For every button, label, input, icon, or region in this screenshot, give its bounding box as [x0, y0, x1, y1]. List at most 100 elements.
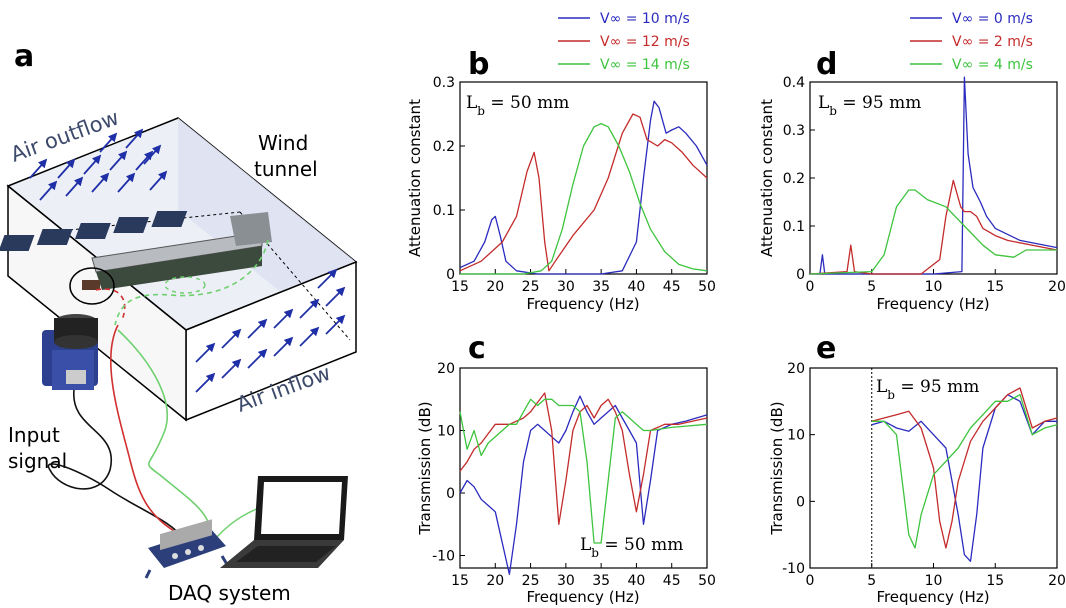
series-line-d-3 — [809, 189, 1057, 275]
panel-label-d: d — [816, 47, 837, 82]
series-line-b-2 — [459, 113, 708, 272]
lines-e — [871, 387, 1058, 562]
y-axis-title-b: Attenuation constant — [406, 99, 424, 257]
lb-annotation-e: Lb = 95 mm — [876, 377, 979, 402]
speaker-highlight — [69, 267, 115, 305]
ticks-d: 0 5 10 15 20 0 0.1 0.2 0.3 0.4 — [783, 75, 1066, 295]
panel-label-e: e — [816, 331, 836, 366]
y-axis-title-c: Transmission (dB) — [416, 401, 434, 535]
x-tick-label: 20 — [1048, 279, 1066, 295]
metamaterial-sample — [0, 211, 272, 290]
microphone-loop — [164, 276, 206, 294]
y-tick-label: 0.1 — [783, 219, 805, 235]
y-tick-label: 0.3 — [783, 123, 805, 139]
x-tick-label: 15 — [986, 573, 1004, 589]
outflow-arrows — [29, 128, 168, 201]
red-dashed-cable — [95, 288, 126, 321]
signal-label: signal — [8, 449, 67, 473]
input-label: Input — [8, 423, 60, 447]
x-tick-label: 50 — [698, 573, 716, 589]
lb-annotation-b: Lb = 50 mm — [466, 93, 569, 118]
series-line-c-2 — [459, 392, 708, 525]
y-tick-label: -10 — [432, 549, 455, 565]
series-line-c-3 — [459, 398, 708, 544]
x-tick-label: 35 — [592, 573, 610, 589]
speaker-port — [82, 280, 100, 290]
series-line-d-1 — [810, 76, 1058, 275]
x-tick-label: 45 — [663, 279, 681, 295]
x-tick-label: 25 — [522, 279, 540, 295]
x-tick-label: 5 — [867, 279, 876, 295]
x-tick-label: 0 — [806, 279, 815, 295]
x-axis-title-b: Frequency (Hz) — [526, 295, 639, 313]
lb-annotation-c: Lb = 50 mm — [580, 535, 683, 560]
y-tick-label: 0.1 — [433, 203, 455, 219]
red-cable — [110, 324, 191, 541]
x-tick-label: 0 — [806, 573, 815, 589]
legend-entry-d-1: V∞ = 0 m/s — [952, 11, 1033, 27]
schematic-panel: a — [0, 39, 358, 605]
y-tick-label: 0.2 — [783, 171, 805, 187]
y-tick-label: 10 — [437, 424, 455, 440]
x-tick-label: 35 — [592, 279, 610, 295]
x-tick-label: 25 — [522, 573, 540, 589]
x-axis-title-d: Frequency (Hz) — [876, 295, 989, 313]
chart-d: d 0 5 10 15 20 0 0.1 0.2 0.3 0.4 Lb = 95 mm Frequ… — [758, 11, 1066, 313]
y-axis-title-d: Attenuation constant — [758, 99, 776, 257]
x-axis-title-e: Frequency (Hz) — [876, 588, 989, 606]
y-tick-label: 0 — [446, 267, 455, 283]
series-line-e-3 — [871, 394, 1058, 549]
lines-c — [459, 392, 708, 575]
lb-annotation-d: Lb = 95 mm — [818, 93, 921, 118]
y-tick-label: 10 — [787, 428, 805, 444]
x-tick-label: 10 — [925, 279, 943, 295]
chart-c: c 15 20 25 30 35 40 45 50 -10 0 10 20 Lb = 50 mm Fr… — [416, 331, 716, 606]
daq-system-label: DAQ system — [168, 581, 291, 605]
y-tick-label: 20 — [787, 361, 805, 377]
x-tick-label: 15 — [451, 279, 469, 295]
legend-entry-b-3: V∞ = 14 m/s — [600, 57, 690, 73]
legend-entry-d-2: V∞ = 2 m/s — [952, 34, 1033, 50]
x-tick-label: 40 — [628, 279, 646, 295]
series-line-b-3 — [460, 122, 708, 275]
y-tick-label: 20 — [437, 361, 455, 377]
x-tick-label: 15 — [451, 573, 469, 589]
x-tick-label: 5 — [867, 573, 876, 589]
x-tick-label: 15 — [986, 279, 1004, 295]
ticks-b: 15 20 25 30 35 40 45 50 0 0.1 0.2 0.3 — [433, 75, 716, 295]
green-dashed-cable — [114, 239, 269, 326]
panel-label-b: b — [468, 47, 489, 82]
y-axis-title-e: Transmission (dB) — [768, 401, 786, 535]
daq-device — [144, 519, 230, 579]
x-tick-label: 40 — [628, 573, 646, 589]
lines-b — [459, 100, 708, 275]
x-tick-label: 50 — [698, 279, 716, 295]
y-tick-label: -10 — [782, 561, 805, 577]
series-line-e-1 — [871, 394, 1057, 562]
series-line-c-1 — [459, 395, 708, 575]
legend-entry-b-1: V∞ = 10 m/s — [600, 11, 690, 27]
x-tick-label: 30 — [557, 573, 575, 589]
x-tick-label: 20 — [1048, 573, 1066, 589]
series-line-e-2 — [871, 387, 1058, 549]
series-line-b-1 — [459, 100, 708, 275]
y-tick-label: 0.3 — [433, 75, 455, 91]
y-tick-label: 0.2 — [433, 139, 455, 155]
legend-entry-b-2: V∞ = 12 m/s — [600, 34, 690, 50]
plot-area-c — [459, 367, 708, 569]
y-tick-label: 0.4 — [783, 75, 805, 91]
legend-b: V∞ = 10 m/s V∞ = 12 m/s V∞ = 14 m/s — [558, 11, 690, 73]
tunnel-hidden-edge-2 — [239, 211, 351, 341]
speaker-device — [42, 314, 98, 390]
tunnel-label: tunnel — [254, 157, 318, 181]
input-signal-cable — [47, 389, 186, 541]
x-tick-label: 20 — [486, 279, 504, 295]
x-axis-title-c: Frequency (Hz) — [526, 588, 639, 606]
green-cable — [117, 329, 212, 541]
panel-label-c: c — [468, 331, 486, 366]
series-line-d-2 — [809, 179, 1058, 275]
